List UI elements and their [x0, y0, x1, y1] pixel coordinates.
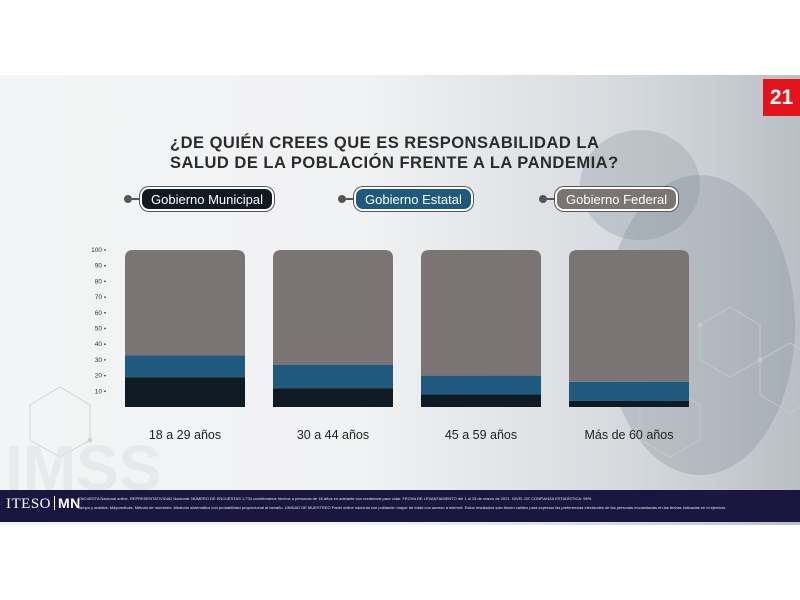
- y-tick-label-10: 10: [95, 388, 103, 395]
- title-line-2: SALUD DE LA POBLACIÓN FRENTE A LA PANDEM…: [170, 154, 619, 172]
- bar-segment-4-3: [569, 250, 689, 382]
- y-tick-dot: [104, 390, 106, 393]
- bar-segment-1-1: [125, 377, 245, 407]
- y-tick-label-30: 30: [95, 357, 103, 364]
- y-tick-dot: [104, 264, 106, 267]
- bar-segment-3-3: [421, 250, 541, 376]
- legend-label-federal: Gobierno Federal: [557, 189, 677, 209]
- legend-dot-icon: [124, 195, 132, 203]
- bar-segment-4-2: [569, 381, 689, 401]
- y-tick-dot: [104, 343, 106, 346]
- page-title: ¿DE QUIÉN CREES QUE ES RESPONSABILIDAD L…: [170, 133, 650, 173]
- y-tick-label-100: 100: [91, 247, 102, 254]
- bar-segment-3-1: [421, 394, 541, 407]
- footer-methodology-line-2: campo y análisis: Mayoredicas. Método de…: [78, 505, 727, 510]
- y-tick-label-40: 40: [95, 341, 103, 348]
- y-tick-label-60: 60: [95, 310, 103, 317]
- slide-number-badge: 21: [763, 79, 800, 116]
- bar-segment-1-3: [125, 250, 245, 356]
- x-category-label-1: 18 a 29 años: [149, 428, 221, 442]
- legend-dot-icon: [539, 195, 547, 203]
- legend-connector: [132, 198, 142, 200]
- y-tick-dot: [104, 311, 106, 314]
- y-tick-dot: [104, 249, 106, 251]
- y-tick-label-70: 70: [95, 294, 103, 301]
- bar-segment-1-2: [125, 355, 245, 378]
- legend-item-estatal: Gobierno Estatal: [338, 188, 471, 210]
- iteso-mn-logo: ITESO MN: [6, 495, 81, 513]
- legend-label-municipal: Gobierno Municipal: [142, 189, 273, 209]
- legend-label-estatal: Gobierno Estatal: [356, 189, 471, 209]
- bar-segment-2-1: [273, 388, 393, 407]
- y-tick-dot: [104, 327, 106, 330]
- footer: ITESO MN ENCUESTA Nacional online. REPRES…: [0, 490, 800, 522]
- legend-connector: [346, 198, 356, 200]
- x-category-label-2: 30 a 44 años: [297, 428, 369, 442]
- title-line-1: ¿DE QUIÉN CREES QUE ES RESPONSABILIDAD L…: [170, 134, 600, 152]
- y-tick-dot: [104, 280, 106, 283]
- footer-methodology-line-1: ENCUESTA Nacional online. REPRESENTATIVI…: [78, 496, 592, 501]
- x-category-label-4: Más de 60 años: [585, 428, 674, 442]
- slide: IMSS 21 ¿DE QUIÉN CREES QUE ES RESPONSAB…: [0, 75, 800, 525]
- bar-segment-2-3: [273, 250, 393, 365]
- legend-dot-icon: [338, 195, 346, 203]
- legend-item-municipal: Gobierno Municipal: [124, 188, 273, 210]
- y-tick-label-80: 80: [95, 278, 103, 285]
- y-tick-dot: [104, 374, 106, 377]
- x-category-label-3: 45 a 59 años: [445, 428, 517, 442]
- y-tick-dot: [104, 296, 106, 298]
- legend-connector: [547, 198, 557, 200]
- logo-iteso: ITESO: [6, 496, 51, 512]
- bar-segment-3-2: [421, 375, 541, 395]
- y-tick-label-50: 50: [95, 326, 103, 333]
- logo-mn: MN: [58, 495, 81, 511]
- y-tick-label-20: 20: [95, 373, 103, 380]
- bar-segment-2-2: [273, 364, 393, 389]
- stacked-bar-chart: 10 20 30 40 50 60 70 80 90 100 18 a 29 años 30 a 44…: [91, 247, 689, 442]
- legend-item-federal: Gobierno Federal: [539, 188, 677, 210]
- y-tick-dot: [104, 359, 106, 361]
- y-tick-label-90: 90: [95, 263, 103, 270]
- bar-segment-4-1: [569, 400, 689, 407]
